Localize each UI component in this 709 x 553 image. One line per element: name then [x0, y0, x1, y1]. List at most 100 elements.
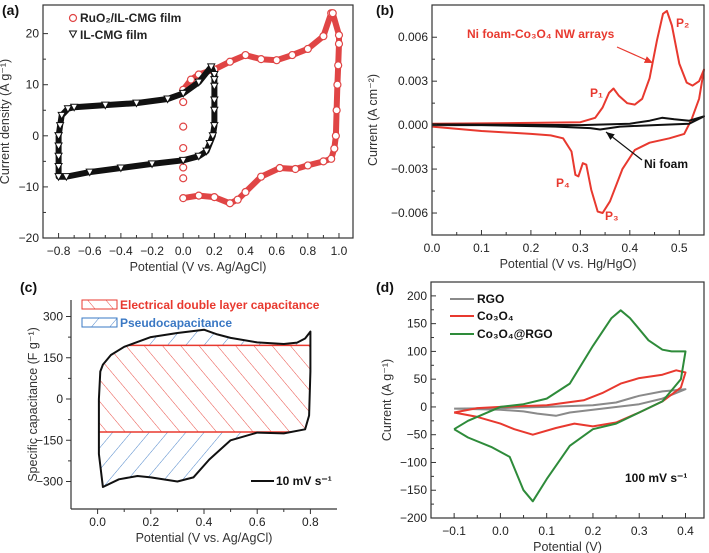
data-point — [210, 106, 219, 115]
arrow-icon — [605, 131, 643, 161]
x-axis-label: Potential (V vs. Ag/AgCl) — [130, 260, 267, 274]
panel-c: (c) 0.0 0.2 0.4 0.6 0.8 −300 −150 0 150 300 Potenti… — [20, 279, 337, 545]
y-axis-label: Current (A cm⁻²) — [366, 74, 380, 166]
panel-b: (b)0.0 0.1 0.2 0.3 0.4 0.5−0.006−0.0030.0000.… — [366, 2, 705, 271]
legend-label: RuO₂/IL-CMG film — [80, 11, 181, 25]
panel-label: (d) — [376, 279, 394, 295]
data-point — [116, 164, 126, 173]
x-tick-label: 0.6 — [268, 244, 285, 258]
data-point — [334, 61, 343, 70]
data-point — [210, 76, 219, 85]
x-tick-label: 0.2 — [523, 241, 540, 255]
y-axis-label: Specific capacitance (F g⁻¹) — [26, 327, 40, 482]
panel-label: (c) — [20, 279, 37, 295]
panel-a: (a) −0.8 −0.6 −0.4 −0.2 0.0 0.2 0.4 0.6 0.8 1.0 −20… — [0, 2, 354, 274]
legend-triangle-marker — [68, 30, 78, 39]
data-point — [85, 168, 95, 177]
data-point — [210, 193, 219, 202]
data-point — [179, 122, 188, 131]
data-point — [275, 163, 284, 173]
y-tick-label: 0 — [32, 129, 39, 143]
data-point — [55, 122, 65, 131]
legend: RuO₂/IL-CMG film IL-CMG film — [68, 11, 181, 42]
data-point — [233, 195, 242, 204]
y-tick-label: 20 — [26, 27, 40, 41]
y-tick-label: 0 — [56, 392, 63, 406]
data-point — [331, 131, 340, 140]
x-tick-label: −0.4 — [109, 244, 133, 258]
data-point — [303, 161, 312, 170]
data-point — [54, 132, 63, 141]
x-tick-label: −0.6 — [78, 244, 102, 258]
peak-label: P₄ — [556, 176, 570, 190]
data-point — [328, 9, 337, 18]
data-point — [256, 172, 266, 181]
x-tick-label: 0.0 — [492, 524, 509, 538]
series-1 — [431, 115, 705, 131]
data-point — [54, 162, 63, 172]
data-point — [225, 199, 235, 208]
data-point — [332, 106, 341, 115]
axes: −0.8 −0.6 −0.4 −0.2 0.0 0.2 0.4 0.6 0.8 1.0 −20 −10… — [0, 4, 354, 274]
data-point — [334, 31, 344, 40]
data-point — [205, 139, 215, 149]
x-tick-label: 0.8 — [302, 515, 319, 529]
series-annotation: Ni foam-Co₃O₄ NW arrays — [467, 27, 615, 41]
data-point — [54, 142, 63, 151]
y-tick-label: −50 — [407, 428, 428, 442]
data-point — [208, 132, 218, 141]
data-point — [69, 103, 79, 112]
y-tick-label: −300 — [36, 475, 63, 489]
x-axis-label: Potential (V vs. Hg/HgO) — [500, 257, 637, 271]
y-tick-label: −0.006 — [391, 206, 428, 220]
x-tick-label: 0.5 — [671, 241, 688, 255]
data-point — [132, 99, 141, 108]
data-point — [333, 80, 342, 89]
series-0 — [431, 9, 705, 214]
series-annotation: Ni foam — [644, 157, 688, 171]
y-tick-label: 150 — [407, 317, 427, 331]
data-point — [63, 105, 73, 114]
x-axis-label: Potential (V) — [533, 540, 602, 553]
data-point — [179, 97, 188, 107]
data-point — [291, 164, 300, 174]
data-point — [54, 173, 63, 182]
y-tick-label: −200 — [400, 511, 427, 525]
y-tick-label: 0.000 — [398, 118, 428, 132]
y-tick-label: 10 — [26, 78, 40, 92]
legend-label: Co₃O₄ — [477, 309, 514, 323]
legend-label: Pseudocapacitance — [120, 316, 232, 330]
x-tick-label: 1.0 — [331, 244, 348, 258]
y-tick-label: −20 — [19, 231, 40, 245]
data-point — [194, 191, 203, 200]
x-tick-label: 0.4 — [621, 241, 638, 255]
data-point — [288, 50, 297, 60]
cv-curve — [97, 328, 312, 488]
legend-label: Co₃O₄@RGO — [477, 327, 553, 341]
legend-label: 10 mV s⁻¹ — [276, 474, 332, 488]
series-line — [454, 388, 687, 417]
series-1 — [54, 63, 219, 182]
axes: 0.0 0.1 0.2 0.3 0.4 0.5 −0.006 −0.003 0.000 0.003… — [366, 4, 705, 271]
series-line — [453, 369, 687, 436]
y-tick-label: 0.003 — [398, 74, 428, 88]
data-point — [179, 174, 188, 183]
data-point — [100, 101, 110, 110]
legend-label: Electrical double layer capacitance — [120, 298, 320, 312]
legend-pseudo-swatch — [81, 317, 118, 328]
legend: Ni foam-Co₃O₄ NW arrays P₂ P₁ P₄ P₃ Ni foam — [467, 16, 689, 223]
x-tick-label: 0.4 — [237, 244, 254, 258]
axes: −0.1 0.0 0.1 0.2 0.3 0.4 −200 −150 −100 −50 0 50 100… — [380, 281, 705, 553]
panel-d: (d) −0.1 0.0 0.1 0.2 0.3 0.4 −200 −150 −100 −50 0 50… — [376, 279, 705, 553]
data-point — [303, 44, 312, 54]
data-point — [179, 143, 188, 153]
y-tick-label: 100 — [407, 344, 427, 358]
series-line — [431, 9, 705, 214]
data-point — [241, 187, 250, 197]
legend-edlc-swatch — [81, 299, 118, 310]
y-tick-label: −150 — [400, 483, 427, 497]
x-tick-label: 0.3 — [631, 524, 648, 538]
plot-frame — [430, 281, 705, 519]
data-point — [272, 56, 281, 65]
